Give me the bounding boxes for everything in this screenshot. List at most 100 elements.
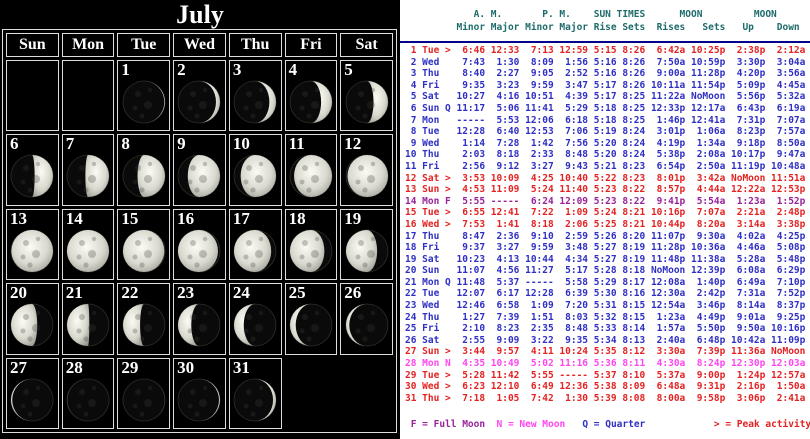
moon-phase-image (10, 303, 54, 347)
day-number: 19 (344, 208, 362, 228)
solunar-row-day-6: 6 Sun Q 11:17 5:06 11:41 5:29 5:18 8:25 … (405, 102, 806, 114)
moon-phase-image (66, 154, 110, 198)
moon-phase-image (345, 303, 389, 347)
moon-phase-image (66, 229, 110, 273)
weekday-header-wed: Wed (173, 33, 226, 57)
weekday-header-sun: Sun (6, 33, 59, 57)
solunar-row-day-1: 1 Tue > 6:46 12:33 7:13 12:59 5:15 8:26 … (405, 45, 806, 56)
day-number: 9 (177, 134, 186, 154)
solunar-row-day-18: 18 Fri 9:37 3:27 9:59 3:48 5:27 8:19 11:… (405, 242, 806, 254)
moon-phase-image (233, 154, 277, 198)
solunar-row-day-4: 4 Fri 9:35 3:23 9:59 3:47 5:17 8:26 10:1… (405, 79, 806, 91)
moon-phase-image (178, 80, 221, 124)
moon-phase-image (345, 229, 389, 273)
solunar-row-day-2: 2 Wed 7:43 1:30 8:09 1:56 5:16 8:26 7:50… (405, 56, 806, 68)
solunar-row-day-30: 30 Wed > 6:23 12:10 6:49 12:36 5:38 8:09… (405, 381, 806, 393)
calendar-day-cell-30: 30 (173, 357, 226, 429)
day-number: 24 (232, 283, 250, 303)
solunar-row-day-19: 19 Sat 10:23 4:13 10:44 4:34 5:27 8:19 1… (405, 253, 806, 265)
calendar-day-cell-13: 13 (6, 208, 59, 281)
calendar-day-cell-31: 31 (228, 357, 282, 429)
day-number: 8 (121, 134, 130, 154)
calendar-grid: Sun Mon Tue Wed Thu Fri Sat 1 2 3 4 5 6 7 8 9 10 11 12 13 14… (6, 33, 393, 429)
solunar-row-day-26: 26 Sat 2:55 9:09 3:22 9:35 5:34 8:13 2:4… (405, 334, 806, 346)
day-number: 15 (121, 208, 139, 228)
solunar-row-day-14: 14 Mon F 5:55 ----- 6:24 12:09 5:23 8:22… (405, 195, 806, 207)
moon-phase-image (122, 303, 166, 347)
day-number: 25 (288, 283, 306, 303)
day-number: 16 (177, 208, 195, 228)
calendar-day-cell-4: 4 (284, 60, 338, 132)
day-number: 14 (65, 208, 83, 228)
solunar-table-panel: A. M. P. M. SUN TIMES MOON MOON Minor Ma… (400, 0, 810, 439)
calendar-day-cell-21: 21 (61, 283, 115, 355)
solunar-row-day-11: 11 Fri 2:56 9:12 3:27 9:43 5:21 8:23 6:5… (405, 160, 806, 172)
legend-item: N = New Moon (496, 419, 566, 430)
weekday-header-mon: Mon (61, 33, 115, 57)
calendar-day-cell-3: 3 (228, 60, 282, 132)
moon-phase-image (289, 154, 333, 198)
day-number: 22 (121, 283, 139, 303)
calendar-day-cell-5: 5 (340, 60, 393, 132)
moon-calendar-panel: July Sun Mon Tue Wed Thu Fri Sat 1 2 3 4 5 6 7 8 9 10 11 1… (0, 0, 400, 439)
solunar-row-day-21: 21 Mon Q 11:48 5:37 ----- 5:58 5:29 8:17… (405, 276, 806, 288)
moon-phase-image (289, 303, 333, 347)
solunar-row-day-24: 24 Thu 1:27 7:39 1:51 8:03 5:32 8:15 1:2… (405, 311, 806, 323)
solunar-row-day-31: 31 Thu > 7:18 1:05 7:42 1:30 5:39 8:08 8… (405, 392, 806, 404)
weekday-header-fri: Fri (284, 33, 338, 57)
solunar-row-day-22: 22 Tue 12:07 6:17 12:28 6:39 5:30 8:16 1… (405, 288, 806, 300)
moon-phase-image (233, 80, 277, 124)
moon-phase-image (122, 80, 166, 124)
calendar-month-title: July (176, 0, 224, 29)
calendar-empty-cell (285, 358, 338, 429)
solunar-row-day-12: 12 Sat > 3:53 10:09 4:25 10:40 5:22 8:23… (405, 172, 806, 184)
solunar-row-day-20: 20 Sun 11:07 4:56 11:27 5:17 5:28 8:18 N… (405, 265, 806, 277)
day-number: 5 (344, 60, 353, 79)
calendar-day-cell-15: 15 (117, 208, 171, 281)
moon-phase-image (233, 229, 277, 273)
day-number: 2 (177, 60, 186, 79)
day-number: 31 (232, 357, 250, 377)
solunar-row-day-17: 17 Thu 8:47 2:36 9:10 2:59 5:26 8:20 11:… (405, 230, 806, 242)
calendar-day-cell-25: 25 (284, 283, 338, 355)
day-number: 7 (65, 134, 75, 154)
day-number: 18 (288, 208, 306, 228)
moon-phase-image (345, 80, 389, 124)
day-number: 6 (10, 134, 19, 154)
calendar-day-cell-9: 9 (173, 134, 226, 206)
solunar-row-day-27: 27 Sun > 3:44 9:57 4:11 10:24 5:35 8:12 … (405, 346, 806, 358)
solunar-row-day-15: 15 Tue > 6:55 12:41 7:22 1:09 5:24 8:21 … (405, 207, 806, 219)
day-number: 28 (65, 357, 83, 377)
day-number: 21 (65, 283, 83, 303)
day-number: 23 (177, 283, 195, 303)
calendar-day-cell-14: 14 (61, 208, 115, 281)
day-number: 10 (232, 134, 250, 154)
calendar-day-cell-22: 22 (117, 283, 171, 355)
solunar-row-day-7: 7 Mon ----- 5:53 12:06 6:18 5:18 8:25 1:… (405, 114, 806, 126)
moon-phase-image (178, 229, 221, 273)
solunar-row-day-10: 10 Thu 2:03 8:18 2:33 8:48 5:20 8:24 5:3… (405, 149, 806, 161)
legend-item: F = Full Moon (410, 419, 486, 430)
day-number: 3 (232, 60, 242, 79)
day-number: 13 (10, 208, 27, 228)
weekday-header-tue: Tue (117, 33, 171, 57)
day-number: 1 (121, 60, 130, 79)
day-number: 11 (288, 134, 305, 154)
day-number: 26 (344, 283, 362, 303)
calendar-day-cell-27: 27 (6, 357, 59, 429)
moon-phase-image (178, 303, 221, 347)
solunar-row-day-8: 8 Tue 12:28 6:40 12:53 7:06 5:19 8:24 3:… (405, 126, 806, 138)
calendar-empty-cell (61, 60, 115, 132)
calendar-day-cell-17: 17 (228, 208, 282, 281)
moon-phase-image (233, 303, 277, 347)
calendar-day-cell-8: 8 (117, 134, 171, 206)
calendar-day-cell-20: 20 (6, 283, 59, 355)
moon-phase-image (10, 229, 54, 273)
solunar-row-day-29: 29 Tue > 5:28 11:42 5:55 ----- 5:37 8:10… (405, 369, 806, 381)
moon-phase-image (178, 154, 221, 198)
moon-phase-image (178, 378, 221, 421)
day-number: 29 (121, 357, 139, 377)
weekday-header-sat: Sat (340, 33, 393, 57)
legend-item: > = Peak activity (713, 419, 810, 430)
moon-phase-image (122, 378, 166, 421)
